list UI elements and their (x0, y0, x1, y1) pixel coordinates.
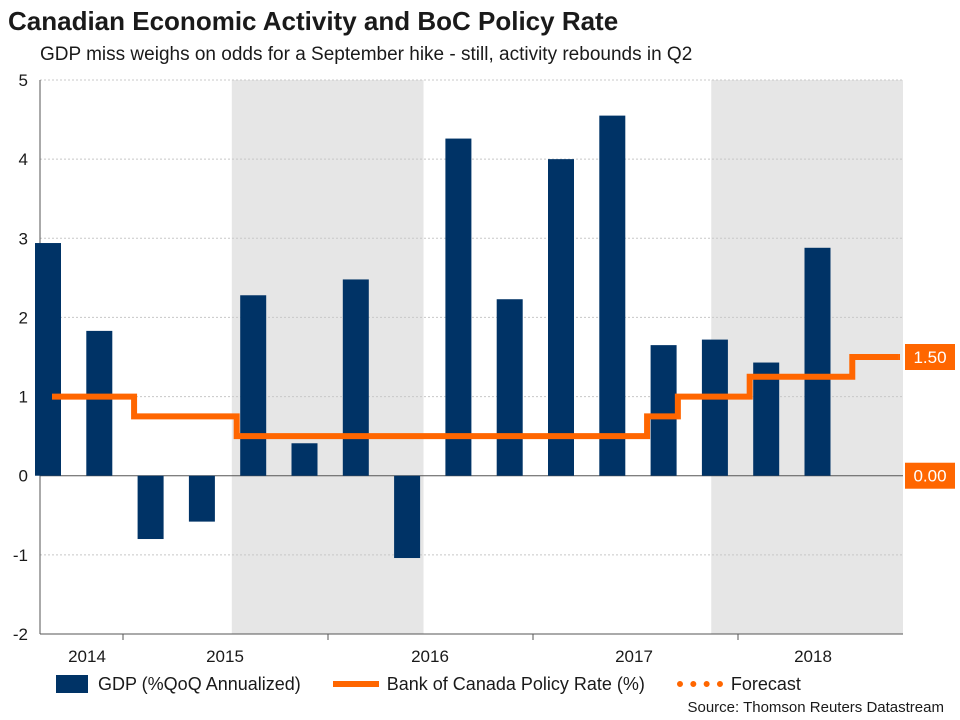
y-tick-label: 1 (19, 388, 28, 407)
legend-label-forecast: Forecast (730, 673, 801, 694)
gdp-bar (496, 299, 523, 476)
gdp-bar (650, 345, 677, 476)
y-tick-label: 2 (19, 308, 28, 327)
policy-rate-line (52, 354, 899, 440)
legend-item-rate: Bank of Canada Policy Rate (%) (332, 673, 645, 695)
legend-swatch-gdp (56, 675, 88, 693)
chart-title: Canadian Economic Activity and BoC Polic… (8, 6, 619, 36)
value-label: 0.00 (913, 467, 946, 486)
gdp-bar (188, 475, 215, 522)
x-year-label: 2014 (68, 647, 106, 666)
legend-swatch-rate (332, 681, 379, 687)
legend-label-rate: Bank of Canada Policy Rate (%) (386, 673, 645, 694)
legend-item-gdp: GDP (%QoQ Annualized) (56, 674, 301, 695)
gdp-bar (240, 295, 267, 476)
gdp-bar (548, 159, 574, 476)
gdp-bar (753, 362, 780, 476)
legend: GDP (%QoQ Annualized) Bank of Canada Pol… (56, 672, 833, 696)
legend-swatch-forecast (676, 681, 723, 687)
gdp-bar (804, 247, 831, 476)
value-label: 1.50 (913, 348, 946, 367)
gdp-bar (35, 243, 61, 476)
x-year-label: 2017 (615, 647, 653, 666)
gdp-bar (137, 475, 164, 540)
chart-subtitle: GDP miss weighs on odds for a September … (40, 44, 693, 65)
y-tick-label: 5 (19, 71, 28, 90)
value-label-box (905, 462, 955, 489)
gdp-bar (394, 475, 421, 559)
x-year-label: 2018 (794, 647, 832, 666)
x-year-label: 2015 (206, 647, 244, 666)
y-tick-label: 4 (19, 150, 28, 169)
gdp-bar (342, 279, 369, 476)
source-note: Source: Thomson Reuters Datastream (687, 699, 944, 716)
gdp-bar (291, 443, 318, 476)
value-label-box (905, 344, 955, 370)
gdp-bar (445, 138, 472, 476)
y-tick-label: 3 (19, 229, 28, 248)
gdp-bar (599, 115, 626, 476)
y-tick-label: -1 (13, 546, 28, 565)
y-tick-label: 0 (19, 467, 28, 486)
gdp-bar (701, 339, 728, 476)
legend-label-gdp: GDP (%QoQ Annualized) (98, 673, 301, 694)
gdp-bar (86, 330, 113, 476)
y-tick-label: -2 (13, 625, 28, 644)
x-year-label: 2016 (411, 647, 449, 666)
legend-item-forecast: Forecast (676, 673, 801, 695)
